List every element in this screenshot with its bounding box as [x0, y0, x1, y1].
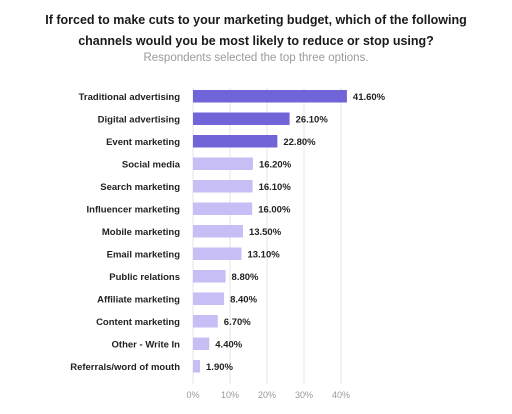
- value-label: 16.00%: [258, 204, 291, 215]
- bar: [193, 270, 226, 283]
- category-label: Search marketing: [100, 182, 180, 193]
- value-label: 4.40%: [215, 339, 242, 350]
- bar: [193, 135, 278, 148]
- category-label: Email marketing: [107, 249, 181, 260]
- value-label: 26.10%: [296, 114, 329, 125]
- value-label: 6.70%: [224, 317, 251, 328]
- category-label: Influencer marketing: [87, 204, 181, 215]
- category-label: Mobile marketing: [102, 227, 180, 238]
- category-label: Public relations: [109, 272, 180, 283]
- value-label: 13.50%: [249, 227, 282, 238]
- bar: [193, 90, 347, 103]
- category-label: Traditional advertising: [79, 92, 181, 103]
- bar: [193, 292, 225, 305]
- category-label: Content marketing: [96, 317, 180, 328]
- value-label: 8.40%: [230, 294, 257, 305]
- bar: [193, 315, 218, 328]
- category-label: Affiliate marketing: [97, 294, 180, 305]
- value-label: 8.80%: [232, 272, 259, 283]
- bar: [193, 247, 242, 260]
- chart-title: If forced to make cuts to your marketing…: [0, 10, 512, 52]
- value-label: 22.80%: [283, 137, 316, 148]
- bar: [193, 157, 253, 170]
- bar: [193, 112, 290, 125]
- value-label: 16.20%: [259, 159, 292, 170]
- bar: [193, 225, 243, 238]
- value-label: 1.90%: [206, 362, 233, 373]
- value-label: 41.60%: [353, 92, 386, 103]
- chart-subtitle: Respondents selected the top three optio…: [143, 52, 369, 64]
- category-label: Referrals/word of mouth: [70, 362, 180, 373]
- category-label: Social media: [122, 159, 181, 170]
- x-tick-label: 20%: [258, 390, 276, 400]
- value-label: 16.10%: [259, 182, 292, 193]
- x-tick-label: 0%: [186, 390, 199, 400]
- x-tick-label: 10%: [221, 390, 239, 400]
- category-label: Digital advertising: [98, 114, 181, 125]
- bar: [193, 180, 253, 193]
- bar: [193, 337, 210, 350]
- x-tick-label: 30%: [295, 390, 313, 400]
- category-label: Other - Write In: [112, 339, 181, 350]
- category-label: Event marketing: [106, 137, 180, 148]
- bar: [193, 202, 253, 215]
- value-label: 13.10%: [247, 249, 280, 260]
- x-tick-label: 40%: [332, 390, 350, 400]
- chart-title-line-1: If forced to make cuts to your marketing…: [45, 13, 467, 27]
- chart-title-line-2: channels would you be most likely to red…: [78, 34, 434, 48]
- bar: [193, 360, 201, 373]
